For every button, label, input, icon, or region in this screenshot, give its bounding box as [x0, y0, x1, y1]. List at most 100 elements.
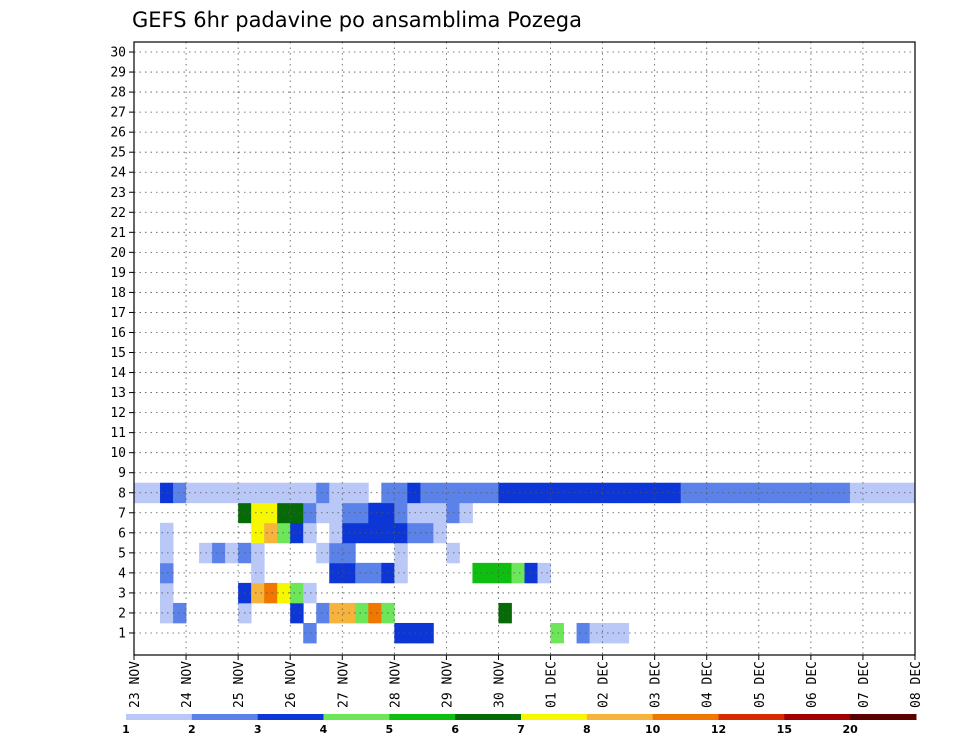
- precip-cell: [576, 482, 590, 504]
- precip-cell: [459, 482, 473, 504]
- colorbar-label: 5: [386, 723, 394, 736]
- precip-cell: [173, 482, 187, 504]
- precip-cell: [264, 582, 278, 604]
- precip-cell: [355, 522, 369, 544]
- colorbar-label: 6: [451, 723, 459, 736]
- precip-cell: [316, 542, 330, 564]
- precip-cell: [160, 582, 174, 604]
- x-tick-label: 30 NOV: [492, 661, 507, 708]
- precip-cell: [641, 482, 656, 504]
- precip-cell: [498, 482, 512, 504]
- precip-cell: [316, 502, 330, 524]
- precip-cell: [212, 482, 226, 504]
- x-tick-label: 07 DEC: [857, 661, 872, 708]
- x-tick-label: 28 NOV: [388, 661, 403, 708]
- y-tick-label: 23: [110, 186, 126, 201]
- colorbar-segment: [257, 714, 324, 720]
- x-tick-label: 26 NOV: [284, 661, 299, 708]
- colorbar-label: 4: [320, 723, 328, 736]
- y-tick-label: 9: [118, 466, 126, 481]
- precip-cell: [420, 502, 434, 524]
- x-tick-label: 06 DEC: [805, 661, 820, 708]
- colorbar-segment: [850, 714, 917, 720]
- precip-cell: [498, 562, 512, 584]
- precip-cell: [355, 602, 369, 624]
- precip-cell: [329, 562, 343, 584]
- y-tick-label: 15: [110, 346, 126, 361]
- precip-cell: [537, 482, 551, 504]
- precip-cell: [186, 482, 200, 504]
- precip-cell: [368, 602, 382, 624]
- x-tick-label: 02 DEC: [597, 661, 612, 708]
- precip-cell: [173, 602, 187, 624]
- y-tick-label: 30: [110, 46, 126, 61]
- precip-cell: [225, 482, 239, 504]
- y-tick-label: 3: [118, 586, 126, 601]
- precip-cell: [433, 502, 447, 524]
- precip-cell: [290, 482, 304, 504]
- precip-cell: [797, 482, 812, 504]
- precip-cell: [251, 522, 265, 544]
- y-tick-label: 14: [110, 366, 126, 381]
- precip-cell: [329, 602, 343, 624]
- colorbar-label: 3: [254, 723, 262, 736]
- precip-cell: [290, 582, 304, 604]
- grid-layer: [134, 42, 915, 655]
- colorbar-legend: 1 2 3 4 5 6 7 8 10 12 15 20: [122, 714, 917, 736]
- precip-cell: [368, 562, 382, 584]
- y-tick-label: 6: [118, 526, 126, 541]
- precip-cell: [303, 622, 317, 644]
- x-tick-label: 25 NOV: [232, 661, 247, 708]
- precip-cell: [290, 602, 304, 624]
- precip-cell: [563, 482, 577, 504]
- precip-cell: [758, 482, 773, 504]
- precip-cell: [160, 482, 174, 504]
- precip-cell: [290, 522, 304, 544]
- precip-cell: [264, 482, 278, 504]
- colorbar-segment: [521, 714, 588, 720]
- precip-cell: [472, 482, 486, 504]
- precip-cell: [329, 502, 343, 524]
- precip-cell: [303, 502, 317, 524]
- precip-cell: [849, 482, 864, 504]
- precip-cell: [407, 482, 421, 504]
- precip-cell: [602, 622, 617, 644]
- colorbar-label: 7: [517, 723, 525, 736]
- y-tick-label: 17: [110, 306, 126, 321]
- colorbar-label: 8: [583, 723, 591, 736]
- precip-cell: [823, 482, 838, 504]
- precip-cell: [420, 622, 434, 644]
- precip-cell: [212, 542, 226, 564]
- precip-cell: [680, 482, 695, 504]
- precip-cell: [784, 482, 799, 504]
- y-tick-label: 2: [118, 606, 126, 621]
- colorbar-segment: [389, 714, 456, 720]
- x-tick-label: 01 DEC: [545, 661, 560, 708]
- precip-cell: [251, 562, 265, 584]
- cells-layer: [134, 482, 916, 644]
- precip-cell: [420, 482, 434, 504]
- precip-cell: [472, 562, 486, 584]
- x-tick-label: 08 DEC: [909, 661, 924, 708]
- y-tick-label: 11: [110, 426, 126, 441]
- x-tick-label: 27 NOV: [336, 661, 351, 708]
- y-tick-label: 24: [110, 166, 126, 181]
- x-tick-label: 03 DEC: [649, 661, 664, 708]
- precip-cell: [433, 522, 447, 544]
- x-tick-label: 23 NOV: [128, 661, 143, 708]
- colorbar-label: 2: [188, 723, 196, 736]
- precip-cell: [160, 542, 174, 564]
- colorbar-segment: [455, 714, 522, 720]
- y-axis: 1234567891011121314151617181920212223242…: [110, 46, 134, 641]
- precip-cell: [394, 562, 408, 584]
- y-tick-label: 16: [110, 326, 126, 341]
- y-tick-label: 19: [110, 266, 126, 281]
- colorbar-segment: [586, 714, 654, 720]
- colorbar-segment: [191, 714, 259, 720]
- precip-cell: [303, 522, 317, 544]
- precip-cell: [615, 622, 630, 644]
- precip-cell: [498, 602, 512, 624]
- precip-cell: [316, 602, 330, 624]
- precip-cell: [394, 542, 408, 564]
